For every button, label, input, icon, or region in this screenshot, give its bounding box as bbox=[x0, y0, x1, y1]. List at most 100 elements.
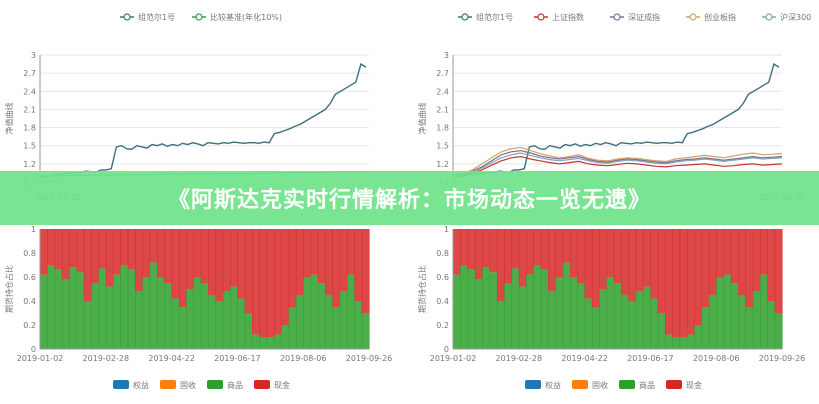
bar-commodity bbox=[570, 277, 578, 349]
bar-commodity bbox=[339, 291, 348, 349]
bar-cash bbox=[606, 229, 615, 277]
bar-commodity bbox=[288, 307, 297, 349]
bar-cash bbox=[767, 229, 776, 301]
bar-commodity bbox=[716, 277, 725, 349]
bar-cash bbox=[61, 229, 70, 280]
bar-cash bbox=[252, 229, 260, 335]
legend-entry: 权益 bbox=[133, 380, 149, 390]
bar-commodity bbox=[628, 301, 637, 349]
bar-commodity bbox=[354, 301, 363, 349]
y-tick-label: 1.8 bbox=[436, 124, 449, 133]
bar-commodity bbox=[266, 337, 275, 349]
legend-entry: 固收 bbox=[592, 380, 608, 390]
bar-cash bbox=[752, 229, 761, 292]
bar-commodity bbox=[91, 283, 100, 349]
bar-cash bbox=[347, 229, 355, 275]
bar-commodity bbox=[317, 283, 326, 349]
y-tick-label: 1.2 bbox=[23, 160, 36, 169]
bar-commodity bbox=[83, 301, 92, 349]
bar-commodity bbox=[208, 295, 217, 349]
x-tick-label: 2019-08-06 bbox=[693, 354, 740, 363]
bar-commodity bbox=[40, 274, 48, 349]
bar-commodity bbox=[164, 283, 173, 349]
bar-commodity bbox=[460, 265, 469, 349]
bar-commodity bbox=[540, 269, 549, 349]
bar-commodity bbox=[657, 313, 666, 349]
bar-cash bbox=[171, 229, 180, 299]
bar-commodity bbox=[157, 277, 165, 349]
bar-cash bbox=[694, 229, 703, 325]
legend-swatch-marker bbox=[689, 13, 697, 21]
bar-cash bbox=[295, 229, 304, 295]
bar-commodity bbox=[142, 277, 151, 349]
y-axis-label: 净值曲线 bbox=[417, 103, 427, 135]
bar-commodity bbox=[518, 286, 527, 349]
y-tick-label: 3 bbox=[444, 51, 449, 60]
bar-cash bbox=[142, 229, 151, 277]
bar-commodity bbox=[526, 274, 534, 349]
bar-cash bbox=[135, 229, 143, 292]
x-tick-label: 2019-06-17 bbox=[627, 354, 674, 363]
y-tick-label: 2.4 bbox=[436, 87, 449, 96]
bar-commodity bbox=[361, 313, 370, 349]
y-tick-label: 2.1 bbox=[436, 105, 449, 114]
bar-cash bbox=[164, 229, 173, 283]
bar-cash bbox=[496, 229, 505, 301]
bar-cash bbox=[83, 229, 92, 301]
y-axis-label: 期货持仓占比 bbox=[4, 265, 14, 313]
bar-cash bbox=[354, 229, 363, 301]
x-tick-label: 2019-04-22 bbox=[561, 354, 608, 363]
bar-commodity bbox=[310, 274, 319, 349]
bar-commodity bbox=[745, 307, 754, 349]
y-tick-label: 2.1 bbox=[23, 105, 36, 114]
bar-commodity bbox=[98, 268, 107, 349]
legend-swatch bbox=[254, 380, 270, 389]
bar-commodity bbox=[555, 277, 564, 349]
series-line-nav bbox=[39, 63, 367, 178]
bar-cash bbox=[215, 229, 224, 301]
legend-entry: 组范尔1号 bbox=[476, 12, 513, 22]
banner-title: 《阿斯达克实时行情解析：市场动态一览无遗》 bbox=[167, 188, 651, 213]
bar-cash bbox=[584, 229, 593, 299]
bar-commodity bbox=[730, 283, 739, 349]
y-tick-label: 1.8 bbox=[23, 124, 36, 133]
bar-commodity bbox=[171, 298, 180, 349]
y-tick-label: 1.5 bbox=[23, 142, 36, 151]
bar-cash bbox=[665, 229, 673, 335]
bar-commodity bbox=[303, 277, 312, 349]
bar-cash bbox=[533, 229, 542, 265]
legend-swatch-marker bbox=[613, 13, 621, 21]
bar-cash bbox=[98, 229, 107, 269]
bar-commodity bbox=[613, 283, 622, 349]
bar-commodity bbox=[599, 289, 608, 349]
bar-commodity bbox=[237, 298, 246, 349]
bar-commodity bbox=[650, 298, 659, 349]
legend-swatch bbox=[525, 380, 541, 389]
legend-swatch-marker bbox=[195, 13, 203, 21]
bar-cash bbox=[230, 229, 238, 287]
legend-swatch bbox=[113, 380, 129, 389]
bar-commodity bbox=[774, 313, 783, 349]
bar-commodity bbox=[635, 291, 644, 349]
bar-commodity bbox=[120, 265, 129, 349]
bar-cash bbox=[281, 229, 290, 325]
bar-cash bbox=[716, 229, 725, 277]
series-line-index-4 bbox=[452, 152, 783, 177]
bar-cash bbox=[518, 229, 527, 287]
bar-commodity bbox=[738, 295, 746, 349]
y-tick-label: 0.2 bbox=[23, 321, 36, 330]
bar-cash bbox=[708, 229, 717, 295]
bar-cash bbox=[760, 229, 768, 275]
bar-commodity bbox=[69, 267, 78, 349]
bar-commodity bbox=[215, 301, 224, 349]
y-tick-label: 0.4 bbox=[23, 297, 36, 306]
bar-cash bbox=[613, 229, 622, 283]
y-tick-label: 0.4 bbox=[436, 297, 449, 306]
bar-cash bbox=[679, 229, 688, 337]
bar-cash bbox=[339, 229, 348, 292]
bar-commodity bbox=[584, 298, 593, 349]
legend-swatch-marker bbox=[123, 13, 131, 21]
bar-cash bbox=[650, 229, 659, 299]
legend-swatch-marker bbox=[461, 13, 469, 21]
